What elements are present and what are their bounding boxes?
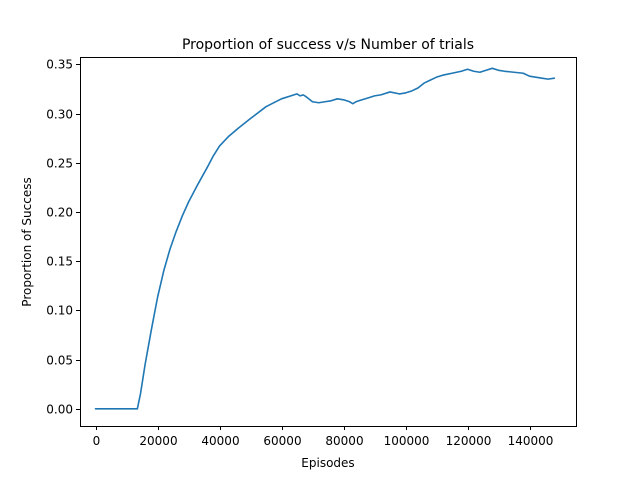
x-tick-label: 120000 — [446, 434, 492, 448]
y-tick-label: 0.15 — [46, 255, 73, 269]
y-tick-label: 0.25 — [46, 157, 73, 171]
axes-frame — [80, 57, 577, 427]
y-axis: 0.00 0.05 0.10 0.15 0.20 0.25 0.30 0.35 — [46, 58, 80, 417]
x-tick-label: 80000 — [325, 434, 363, 448]
y-axis-label: Proportion of Success — [20, 177, 34, 306]
chart-title: Proportion of success v/s Number of tria… — [182, 37, 474, 53]
series-line-0 — [94, 67, 556, 410]
plot-area — [94, 67, 556, 410]
x-tick-label: 140000 — [508, 434, 554, 448]
y-tick-label: 0.00 — [46, 403, 73, 417]
y-tick-label: 0.10 — [46, 304, 73, 318]
x-tick-label: 40000 — [201, 434, 239, 448]
y-tick-label: 0.30 — [46, 108, 73, 122]
y-tick-label: 0.20 — [46, 206, 73, 220]
x-tick-label: 60000 — [263, 434, 301, 448]
x-axis: 0 20000 40000 60000 80000 100000 120000 140000 — [93, 426, 554, 448]
y-tick-label: 0.05 — [46, 354, 73, 368]
x-axis-label: Episodes — [301, 456, 354, 470]
y-tick-label: 0.35 — [46, 58, 73, 72]
x-tick-label: 20000 — [139, 434, 177, 448]
x-tick-label: 0 — [93, 434, 101, 448]
x-tick-label: 100000 — [384, 434, 430, 448]
